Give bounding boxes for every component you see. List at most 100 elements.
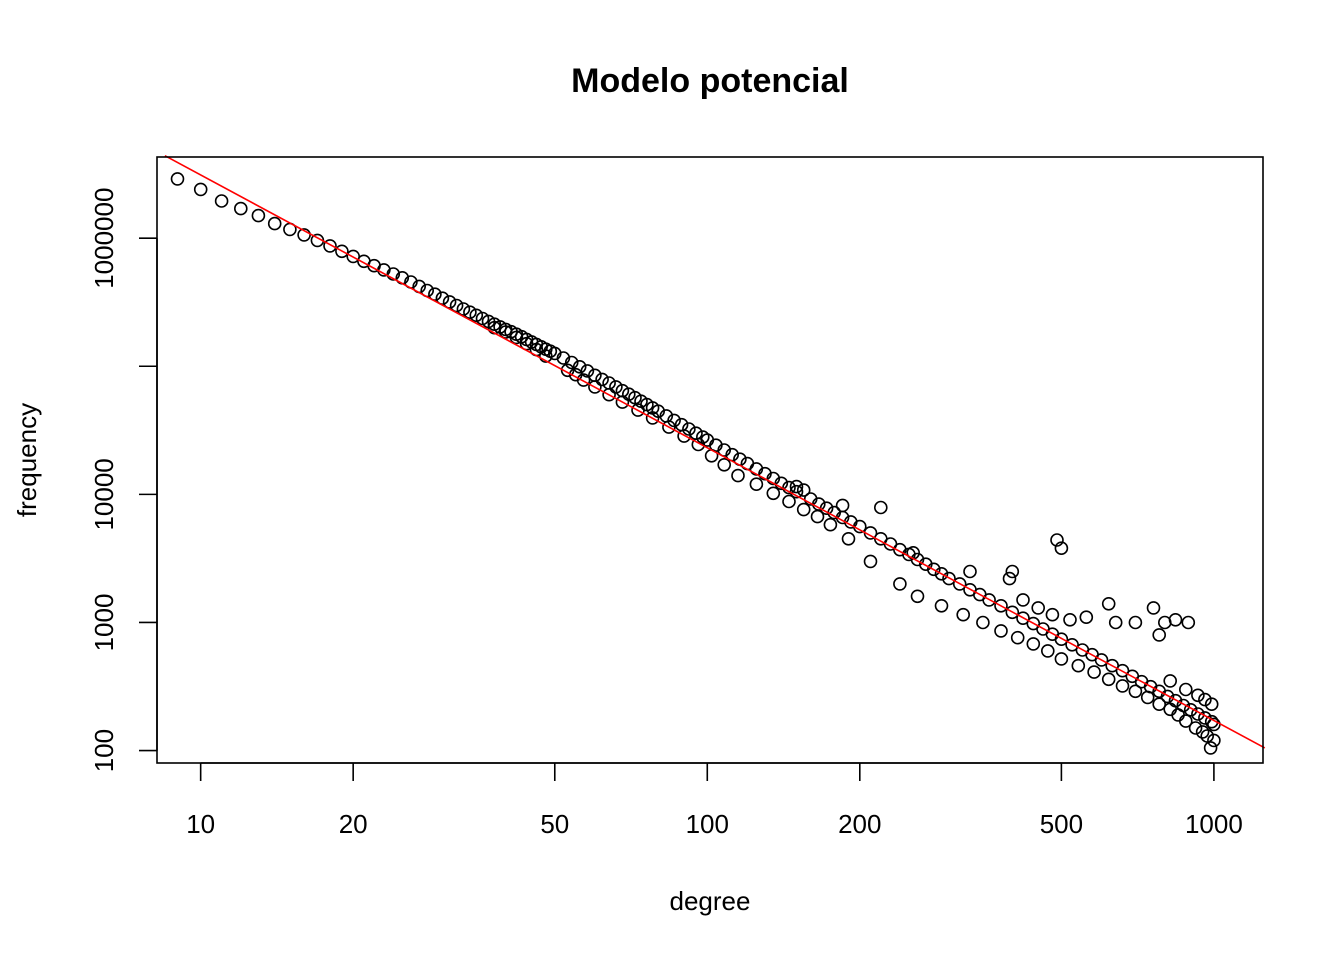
data-point <box>1179 682 1193 697</box>
data-point <box>1101 672 1116 687</box>
data-point <box>789 479 804 494</box>
x-axis-label: degree <box>670 886 751 916</box>
data-point <box>234 201 248 216</box>
data-point <box>942 571 956 586</box>
data-point <box>1005 605 1020 620</box>
data-point <box>572 359 587 374</box>
data-point <box>509 330 524 345</box>
data-point <box>1054 632 1069 647</box>
data-point <box>386 267 401 281</box>
data-point <box>645 411 660 425</box>
data-point <box>994 624 1008 638</box>
data-point <box>994 598 1008 613</box>
x-tick-label: 1000 <box>1185 809 1243 839</box>
x-tick-label: 20 <box>339 809 368 839</box>
data-point <box>1079 610 1094 625</box>
x-tick-label: 10 <box>186 809 215 839</box>
data-point <box>1191 707 1205 721</box>
data-point <box>568 367 583 382</box>
data-point <box>1207 733 1221 748</box>
data-point <box>810 509 825 524</box>
data-point <box>956 607 971 622</box>
x-tick-label: 200 <box>838 809 881 839</box>
data-point <box>469 308 484 323</box>
data-point <box>1115 679 1130 693</box>
data-point <box>1054 652 1069 666</box>
data-point <box>1010 630 1025 645</box>
data-point <box>952 577 967 591</box>
data-point <box>662 420 676 434</box>
data-point <box>1128 615 1143 630</box>
data-point <box>1198 711 1212 725</box>
data-point <box>609 380 623 394</box>
data-point <box>1152 628 1166 642</box>
data-point <box>588 380 602 394</box>
data-point <box>731 468 745 483</box>
data-point <box>1128 684 1143 699</box>
data-point <box>1140 690 1155 705</box>
data-point <box>1160 689 1175 704</box>
data-point <box>560 363 575 378</box>
data-point <box>863 554 878 569</box>
data-point <box>1183 702 1198 717</box>
data-point <box>251 208 266 223</box>
x-axis: 10 20 50 100 200 500 1000 <box>186 762 1243 839</box>
data-point <box>335 244 349 259</box>
data-point <box>1041 644 1055 658</box>
y-tick-label: 1000000 <box>89 188 119 289</box>
data-point <box>1071 658 1086 673</box>
y-tick-label: 1000 <box>89 594 119 652</box>
data-point <box>602 387 616 402</box>
data-point <box>463 305 477 320</box>
data-point <box>717 457 732 472</box>
x-tick-label: 500 <box>1040 809 1083 839</box>
data-point <box>796 502 811 517</box>
data-point <box>1005 564 1020 579</box>
data-point <box>193 182 208 197</box>
data-point <box>1188 721 1203 735</box>
data-point <box>823 517 838 532</box>
data-point <box>1163 702 1177 717</box>
chart-title: Modelo potencial <box>571 62 849 100</box>
data-point <box>1204 697 1219 712</box>
data-point <box>631 403 645 417</box>
data-point <box>934 598 949 613</box>
data-point <box>1016 611 1030 626</box>
data-point <box>691 437 706 452</box>
data-point <box>893 577 907 591</box>
data-point <box>774 476 789 491</box>
data-point <box>766 486 781 501</box>
data-point <box>841 531 856 546</box>
data-point <box>1016 593 1030 607</box>
scatter-points <box>170 172 1221 755</box>
data-point <box>749 477 764 492</box>
data-point <box>498 325 513 339</box>
data-point <box>835 498 850 513</box>
data-point <box>677 429 691 443</box>
data-point <box>1179 714 1193 728</box>
data-point <box>1087 665 1101 679</box>
data-point <box>1050 533 1064 547</box>
data-point <box>782 494 796 509</box>
x-tick-label: 100 <box>686 809 729 839</box>
data-point <box>976 615 990 630</box>
data-point <box>926 562 941 577</box>
data-point <box>963 564 977 579</box>
data-point <box>1101 596 1116 611</box>
data-point <box>1094 653 1109 667</box>
data-point <box>580 364 595 378</box>
data-point <box>1163 674 1177 688</box>
data-point <box>170 172 185 186</box>
data-point <box>1108 615 1123 630</box>
data-point <box>323 239 337 253</box>
data-point <box>682 422 696 436</box>
data-point <box>1045 607 1060 622</box>
data-point <box>456 302 471 316</box>
data-point <box>538 349 553 363</box>
y-tick-label: 10000 <box>89 458 119 530</box>
data-point <box>1203 741 1218 755</box>
data-point <box>267 216 282 231</box>
data-point <box>910 589 925 604</box>
x-tick-label: 50 <box>540 809 569 839</box>
power-law-fit-line <box>164 154 1266 749</box>
